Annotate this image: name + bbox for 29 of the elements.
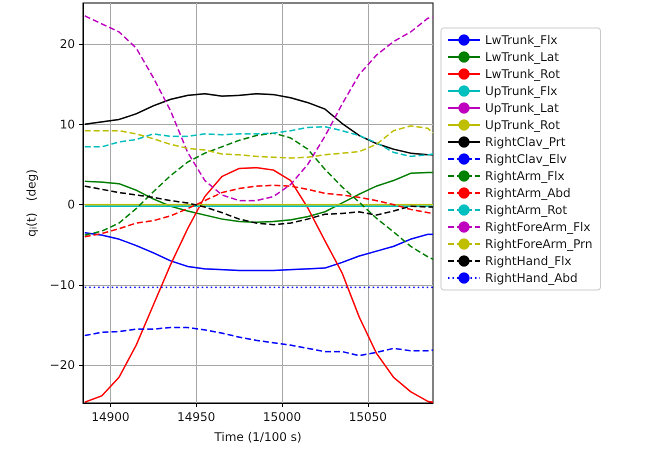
legend-label: UpTrunk_Rot [485, 118, 560, 132]
legend-label: LwTrunk_Rot [485, 67, 560, 81]
x-tick-label: 15050 [348, 410, 387, 424]
line-series [84, 326, 434, 356]
legend-label: LwTrunk_Flx [485, 33, 558, 47]
y-tick-label: −10 [50, 278, 75, 292]
legend-label: RightForeArm_Flx [485, 220, 590, 234]
legend-label: RightHand_Abd [485, 271, 578, 285]
legend-label: LwTrunk_Lat [485, 50, 560, 64]
legend-label: RightForeArm_Prn [485, 237, 592, 251]
x-tick-label: 14900 [91, 410, 130, 424]
x-tick-label: 14950 [177, 410, 216, 424]
legend-label: UpTrunk_Flx [485, 84, 558, 98]
y-tick-label: 0 [67, 198, 75, 212]
y-tick-label: 10 [60, 117, 75, 132]
x-axis-title: Time (1/100 s) [213, 430, 302, 444]
y-tick-label: −20 [50, 358, 75, 372]
legend-label: RightArm_Rot [485, 203, 568, 217]
y-axis-title: qi(t) (deg) [24, 169, 40, 237]
legend-label: RightClav_Prt [485, 135, 566, 149]
line-series [84, 232, 434, 272]
legend-label: RightArm_Flx [485, 169, 565, 183]
x-tick-label: 15000 [262, 410, 302, 424]
legend-label: RightArm_Abd [485, 186, 571, 200]
legend-label: RightHand_Flx [485, 254, 572, 268]
legend-label: UpTrunk_Lat [485, 101, 560, 115]
legend-label: RightClav_Elv [485, 152, 567, 166]
y-tick-label: 20 [60, 36, 75, 51]
line-series [84, 132, 434, 260]
